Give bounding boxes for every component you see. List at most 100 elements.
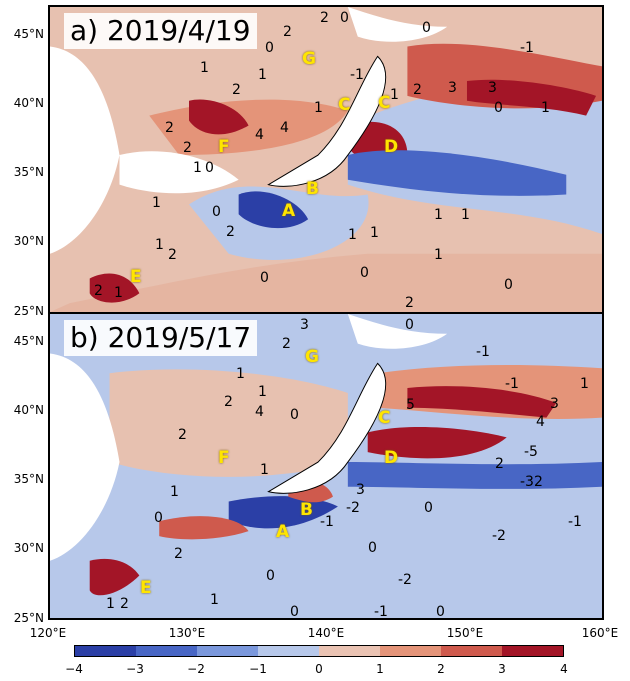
contour-label: 2 [495,456,504,472]
region-label-a: A [282,201,296,221]
colorbar-tick-label: 2 [437,662,445,676]
contour-label: 1 [541,100,550,116]
contour-label: 2 [94,283,103,299]
contour-label: -1 [520,40,534,56]
colorbar-bin [502,646,563,656]
contour-label: 2 [178,427,187,443]
colorbar-tick-label: 3 [498,662,506,676]
colorbar-bin [258,646,319,656]
contour-label: 0 [494,100,503,116]
longitude-label: 160°E [581,626,619,640]
contour-label: 3 [550,396,559,412]
region-label-c: C [378,408,391,428]
contour-label: 2 [534,474,543,490]
latitude-label-b: 25°N [13,611,44,625]
longitude-label: 120°E [29,626,67,640]
contour-label: 3 [448,80,457,96]
contour-label: 1 [260,462,269,478]
contour-label: 3 [300,317,309,333]
region-label-d: D [384,137,399,157]
contour-label: 0 [260,270,269,286]
map-field-a [50,7,602,312]
region-label-e: E [140,578,152,598]
contour-label: 1 [434,247,443,263]
contour-label: 4 [280,120,289,136]
contour-label: 2 [226,224,235,240]
contour-label: -5 [524,444,538,460]
contour-label: 2 [405,295,414,311]
contour-label: -1 [505,376,519,392]
contour-label: 0 [340,10,349,26]
contour-label: 1 [193,160,202,176]
contour-label: 0 [405,317,414,333]
contour-label: 0 [205,160,214,176]
contour-label: -1 [476,344,490,360]
contour-label: 4 [255,127,264,143]
colorbar-bin [197,646,258,656]
region-label-f: F [218,448,230,468]
colorbar-tick-label: −1 [249,662,267,676]
region-label-c-west: C [338,95,351,115]
latitude-label-a: 35°N [13,165,44,179]
contour-label: 2 [174,546,183,562]
contour-label: 1 [114,285,123,301]
contour-label: 2 [224,394,233,410]
panel-b-title: b) 2019/5/17 [64,320,258,356]
contour-label: 1 [258,67,267,83]
region-label-c-east: C [378,93,391,113]
contour-label: 1 [461,207,470,223]
colorbar-tick-label: 4 [560,662,568,676]
latitude-label-b: 40°N [13,403,44,417]
contour-label: 0 [422,20,431,36]
contour-label: 1 [258,384,267,400]
contour-label: 4 [536,414,545,430]
region-label-g: G [302,49,316,69]
map-panel-b: b) 2019/5/17 G C F D B A E 3 2 0 1 -1 1 … [48,312,604,620]
contour-label: 1 [236,366,245,382]
contour-label: -2 [492,528,506,544]
colorbar-tick-label: −3 [126,662,144,676]
contour-label: 3 [488,80,497,96]
latitude-label-b: 35°N [13,472,44,486]
contour-label: 1 [580,376,589,392]
contour-label: 2 [183,140,192,156]
contour-label: 0 [424,500,433,516]
latitude-label-a: 40°N [13,96,44,110]
contour-label: 1 [155,237,164,253]
contour-label: 1 [390,87,399,103]
colorbar-tick-label: 0 [315,662,323,676]
panel-a-title: a) 2019/4/19 [64,13,257,49]
latitude-label-a: 45°N [13,27,44,41]
contour-label: 1 [200,60,209,76]
colorbar-bin [136,646,197,656]
contour-label: 0 [368,540,377,556]
map-field-b [50,314,602,618]
colorbar [74,645,564,657]
longitude-label: 150°E [446,626,484,640]
region-label-d: D [384,448,399,468]
contour-label: -2 [398,572,412,588]
contour-label: -1 [374,604,388,620]
longitude-label: 140°E [307,626,345,640]
contour-label: 0 [265,40,274,56]
latitude-label-a: 30°N [13,234,44,248]
contour-label: 0 [504,277,513,293]
contour-label: 0 [290,407,299,423]
contour-label: 2 [165,120,174,136]
contour-label: 2 [283,24,292,40]
contour-label: 1 [348,227,357,243]
contour-label: 2 [168,247,177,263]
contour-label: 0 [154,510,163,526]
contour-label: 0 [360,265,369,281]
contour-label: 5 [406,397,415,413]
colorbar-tick-label: 1 [376,662,384,676]
contour-label: -1 [320,514,334,530]
colorbar-bin [441,646,502,656]
region-label-a: A [276,522,290,542]
colorbar-bin [380,646,441,656]
latitude-label-b: 45°N [13,334,44,348]
contour-label: 0 [436,604,445,620]
colorbar-bin [319,646,380,656]
contour-label: 0 [212,204,221,220]
contour-label: 0 [266,568,275,584]
